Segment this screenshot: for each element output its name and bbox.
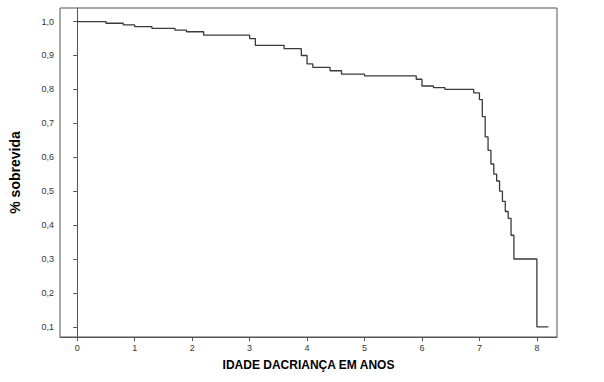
svg-text:6: 6 [419,343,424,353]
svg-text:0,5: 0,5 [41,186,54,196]
svg-text:IDADE DACRIANÇA EM ANOS: IDADE DACRIANÇA EM ANOS [223,358,395,372]
svg-text:0: 0 [75,343,80,353]
svg-text:0,7: 0,7 [41,118,54,128]
svg-text:5: 5 [362,343,367,353]
svg-text:4: 4 [305,343,310,353]
svg-text:1: 1 [132,343,137,353]
svg-text:1,0: 1,0 [41,17,54,27]
svg-text:0,3: 0,3 [41,254,54,264]
svg-text:0,8: 0,8 [41,84,54,94]
svg-text:0,4: 0,4 [41,220,54,230]
svg-text:8: 8 [534,343,539,353]
svg-text:3: 3 [247,343,252,353]
svg-text:0,6: 0,6 [41,152,54,162]
svg-text:7: 7 [477,343,482,353]
svg-text:0,1: 0,1 [41,322,54,332]
svg-text:0,2: 0,2 [41,288,54,298]
svg-text:% sobrevida: % sobrevida [7,131,23,214]
svg-text:2: 2 [190,343,195,353]
svg-text:0,9: 0,9 [41,50,54,60]
